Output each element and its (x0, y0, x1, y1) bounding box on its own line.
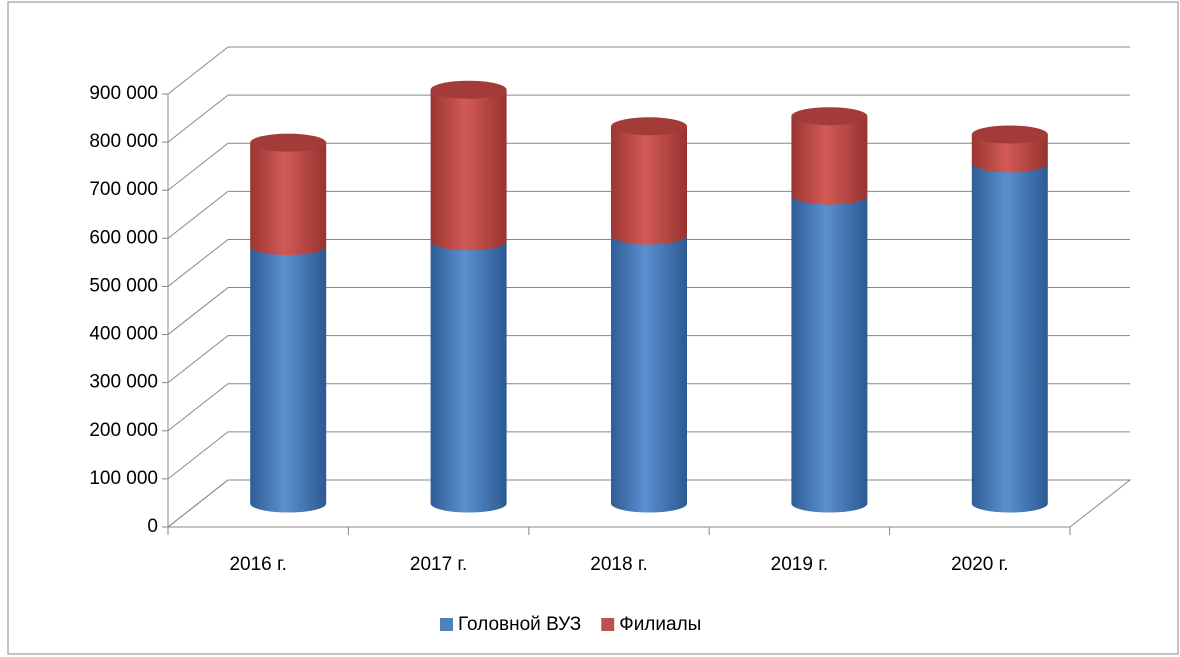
legend-swatch (601, 618, 615, 631)
legend-swatch (440, 618, 453, 631)
bar-segment (971, 125, 1048, 173)
cylinder-body (611, 235, 687, 513)
y-tick-label: 500 000 (89, 275, 158, 296)
bar-segment (250, 237, 327, 513)
x-tick-label: 2020 г. (951, 554, 1008, 575)
y-tick-label: 300 000 (89, 372, 158, 393)
frame (7, 1, 1179, 655)
cylinder-body (611, 126, 687, 245)
bar-segment (791, 107, 868, 205)
y-tick-label: 200 000 (89, 420, 158, 441)
cylinder-top (430, 80, 507, 99)
cylinder-body (250, 246, 327, 513)
x-tick-label: 2019 г. (771, 554, 828, 575)
y-tick-label: 900 000 (89, 83, 158, 104)
x-tick-label: 2016 г. (229, 554, 286, 575)
y-tick-label: 600 000 (89, 227, 158, 248)
y-tick-label: 400 000 (89, 324, 158, 345)
cylinder-body (971, 163, 1048, 513)
bar-segment (250, 133, 327, 256)
cylinder-body (430, 89, 507, 251)
cylinder-body (250, 142, 327, 256)
x-tick-label: 2018 г. (590, 554, 647, 575)
cylinder-top (611, 117, 687, 136)
bar-segment (611, 226, 687, 513)
bar-segment (791, 186, 868, 513)
cylinder-top (791, 107, 868, 126)
cylinder-body (791, 116, 868, 205)
cylinder-top (971, 125, 1048, 144)
legend-label: Филиалы (619, 614, 701, 635)
x-tick-label: 2017 г. (410, 554, 467, 575)
bar-segment (430, 232, 507, 513)
grid-line (167, 46, 1130, 95)
bar-segment (971, 154, 1048, 513)
y-tick-label: 700 000 (89, 179, 158, 200)
bar-segment (430, 80, 507, 251)
legend-label: Головной ВУЗ (458, 614, 581, 635)
y-tick-label: 0 (147, 516, 158, 537)
cylinder-body (791, 195, 868, 513)
cylinder-body (430, 241, 507, 513)
y-tick-label: 800 000 (89, 131, 158, 152)
y-tick-label: 100 000 (89, 468, 158, 489)
legend: Головной ВУЗ Филиалы (440, 614, 701, 635)
bar-segment (611, 117, 687, 245)
cylinder-top (250, 133, 327, 152)
cylinder-body (971, 134, 1048, 173)
grid-line (167, 94, 1130, 143)
